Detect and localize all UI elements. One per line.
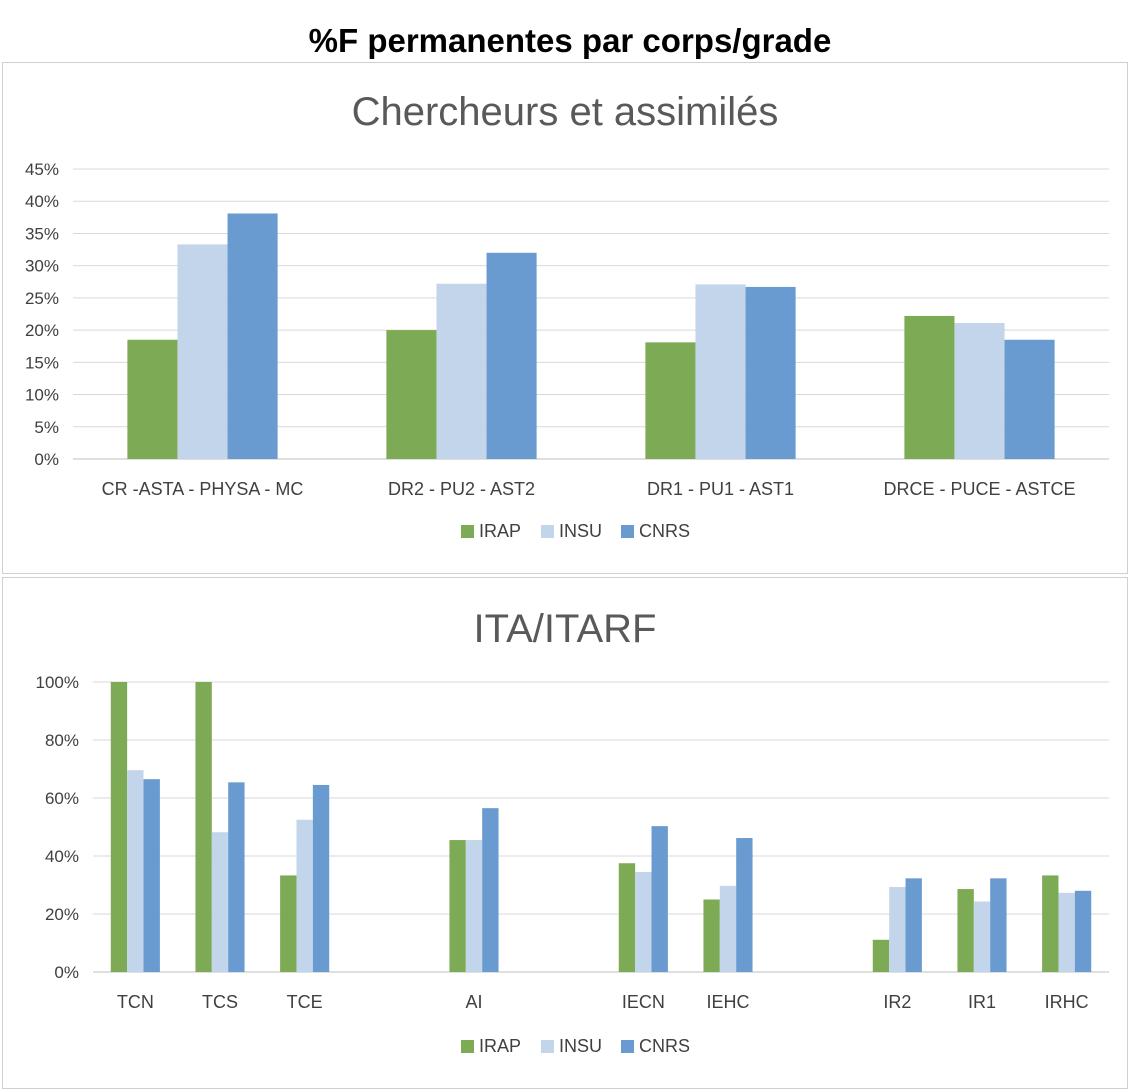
bar-insu: [1058, 892, 1075, 972]
bar-insu: [127, 770, 144, 972]
bar-irap: [449, 840, 466, 972]
x-category-label: DRCE - PUCE - ASTCE: [883, 479, 1075, 499]
y-tick-label: 100%: [36, 673, 79, 692]
bar-irap: [618, 863, 636, 972]
bar-insu: [436, 283, 487, 459]
bar-irap: [645, 342, 696, 459]
bar-insu: [465, 840, 483, 972]
x-category-label: TCN: [117, 992, 154, 1012]
bar-cnrs: [228, 782, 245, 972]
y-tick-label: 10%: [25, 386, 59, 405]
legend-swatch-insu: [541, 1040, 554, 1053]
y-tick-label: 0%: [34, 450, 59, 469]
legend-label-insu: INSU: [559, 521, 602, 541]
y-tick-label: 25%: [25, 289, 59, 308]
x-category-label: CR -ASTA - PHYSA - MC: [102, 479, 304, 499]
legend-label-insu: INSU: [559, 1036, 602, 1056]
bar-insu: [973, 901, 991, 972]
page-title: %F permanentes par corps/grade: [308, 22, 832, 59]
bar-irap: [703, 899, 720, 972]
legend-swatch-irap: [461, 1040, 474, 1053]
legend-label-cnrs: CNRS: [639, 521, 690, 541]
x-category-label: IRHC: [1045, 992, 1089, 1012]
chart-panel-chercheurs: Chercheurs et assimilés 0% 5% 10% 15% 20% 25% 3…: [2, 62, 1128, 574]
bar-irap: [110, 682, 128, 972]
bar-irap: [872, 939, 890, 972]
bar-insu: [695, 284, 746, 459]
y-tick-label: 20%: [25, 321, 59, 340]
legend-swatch-cnrs: [621, 525, 634, 538]
bar-cnrs: [482, 808, 499, 972]
x-category-label: DR2 - PU2 - AST2: [388, 479, 535, 499]
x-category-label: IR1: [968, 992, 996, 1012]
legend-label-irap: IRAP: [479, 521, 521, 541]
bar-insu: [889, 887, 906, 972]
y-tick-label: 60%: [45, 789, 79, 808]
y-tick-label: 40%: [25, 192, 59, 211]
bar-cnrs: [745, 286, 796, 459]
bar-insu: [635, 871, 652, 972]
bar-insu: [211, 832, 229, 972]
x-category-label: IR2: [883, 992, 911, 1012]
bar-cnrs: [736, 838, 753, 972]
bar-cnrs: [1074, 890, 1092, 972]
bar-insu: [954, 323, 1005, 459]
y-tick-label: 35%: [25, 224, 59, 243]
legend-label-cnrs: CNRS: [639, 1036, 690, 1056]
bar-insu: [177, 244, 228, 459]
x-category-label: TCE: [287, 992, 323, 1012]
bar-cnrs: [143, 779, 160, 972]
y-tick-label: 15%: [25, 353, 59, 372]
legend-label-irap: IRAP: [479, 1036, 521, 1056]
x-category-label: AI: [465, 992, 482, 1012]
chart-title: Chercheurs et assimilés: [352, 90, 779, 134]
bar-cnrs: [227, 213, 278, 459]
x-category-label: IECN: [622, 992, 665, 1012]
chart-ita-itarf: ITA/ITARF 0% 20% 40% 60% 80% 100% TCN TCS TCE AI IE…: [36, 607, 1109, 1056]
y-tick-label: 45%: [25, 160, 59, 179]
bar-irap: [280, 875, 297, 972]
y-tick-label: 80%: [45, 731, 79, 750]
bar-insu: [296, 819, 313, 972]
x-category-label: IEHC: [706, 992, 749, 1012]
bar-cnrs: [651, 826, 668, 972]
bar-irap: [1042, 875, 1059, 972]
bar-irap: [195, 682, 212, 972]
y-tick-label: 40%: [45, 847, 79, 866]
bar-cnrs: [312, 784, 330, 972]
bar-irap: [386, 330, 437, 459]
chart-title: ITA/ITARF: [474, 607, 657, 651]
bar-insu: [719, 885, 737, 972]
x-category-label: TCS: [202, 992, 238, 1012]
y-tick-label: 5%: [34, 418, 59, 437]
bar-cnrs: [905, 878, 922, 972]
bar-irap: [904, 315, 955, 459]
y-tick-label: 0%: [54, 963, 79, 982]
legend-swatch-insu: [541, 525, 554, 538]
x-category-label: DR1 - PU1 - AST1: [647, 479, 794, 499]
legend-swatch-irap: [461, 525, 474, 538]
chart-panel-ita: ITA/ITARF 0% 20% 40% 60% 80% 100% TCN TCS TCE AI IE…: [2, 577, 1128, 1089]
bar-cnrs: [990, 878, 1007, 972]
y-tick-label: 20%: [45, 905, 79, 924]
legend-swatch-cnrs: [621, 1040, 634, 1053]
y-tick-label: 30%: [25, 257, 59, 276]
bar-cnrs: [486, 252, 537, 459]
bar-cnrs: [1004, 339, 1055, 459]
bar-irap: [127, 339, 178, 459]
bar-irap: [957, 889, 974, 972]
chart-chercheurs: Chercheurs et assimilés 0% 5% 10% 15% 20% 25% 3…: [25, 90, 1109, 541]
